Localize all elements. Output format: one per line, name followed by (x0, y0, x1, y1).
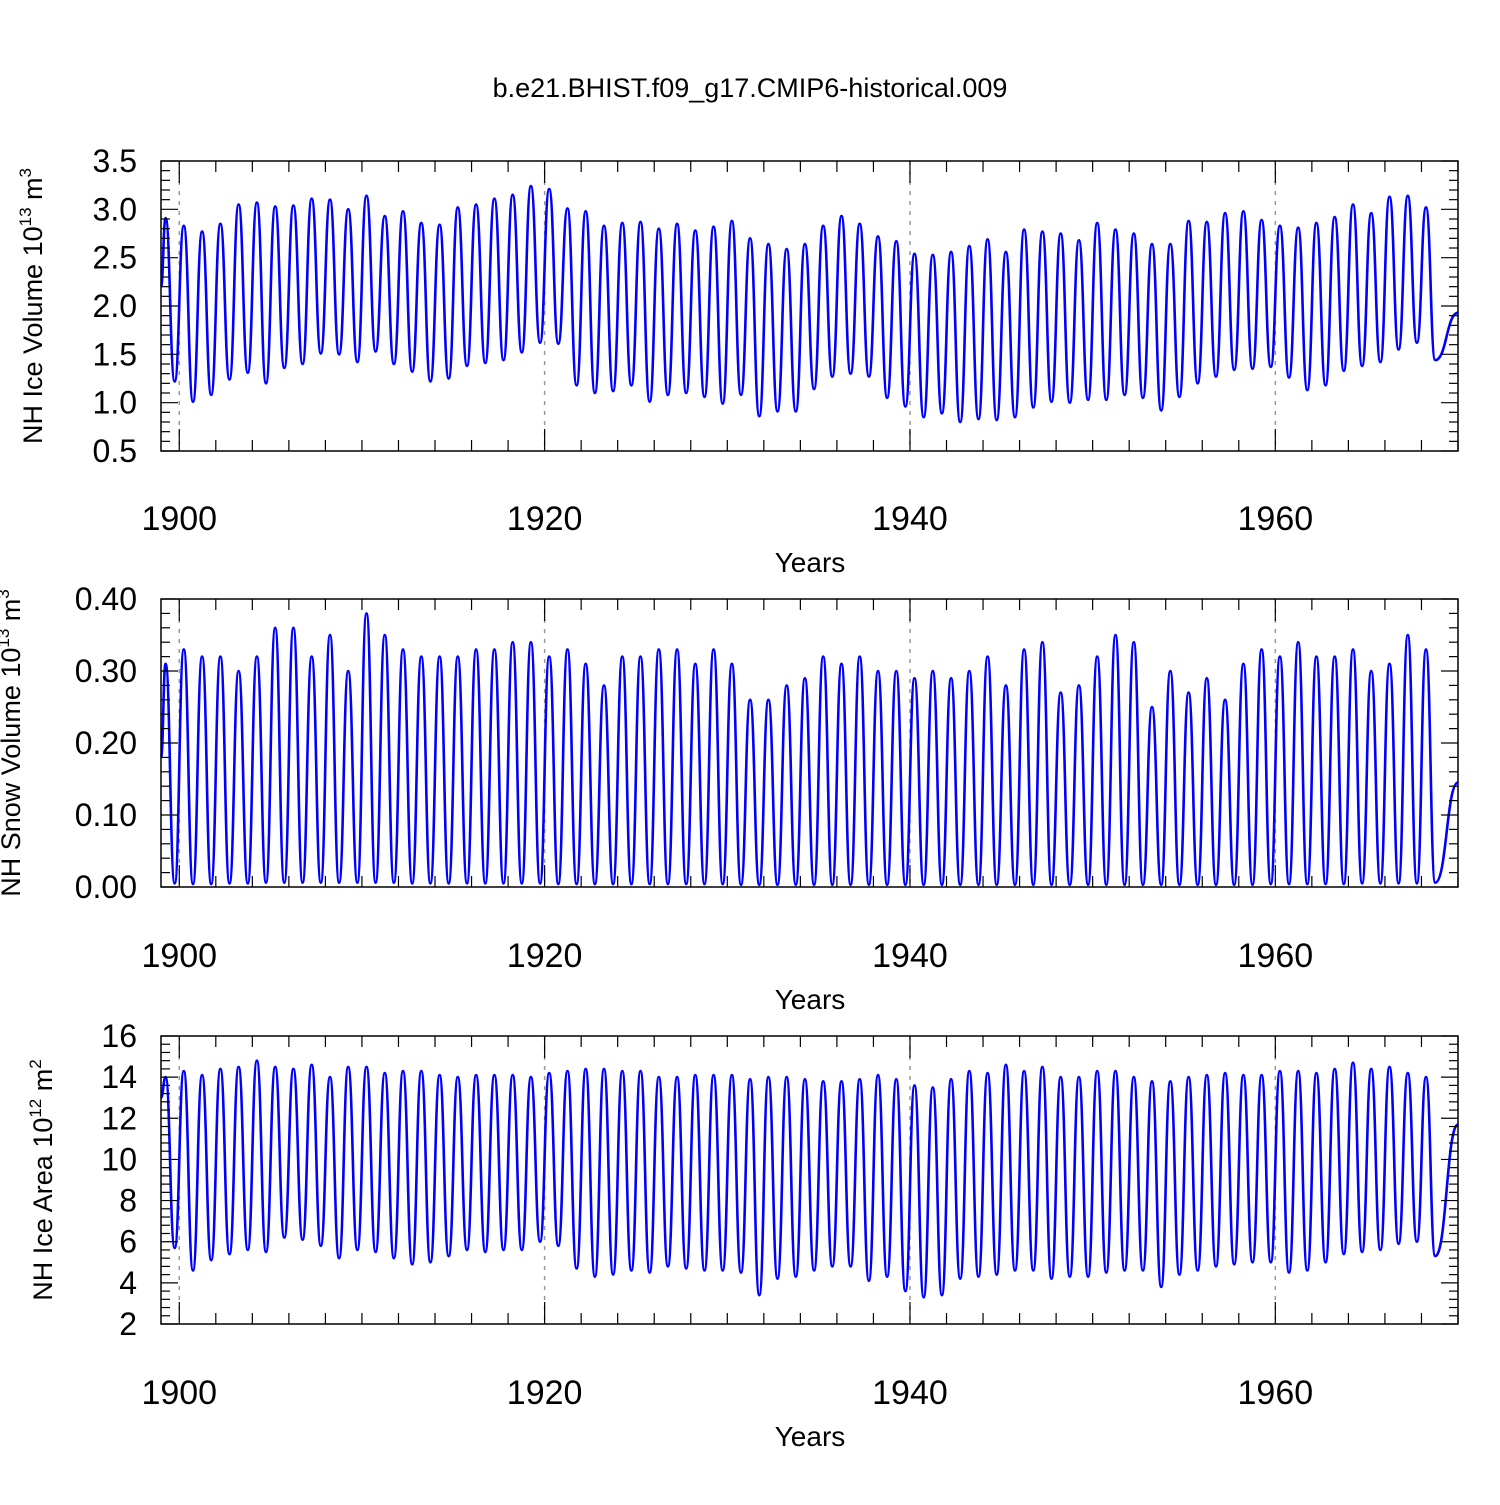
plot-frame (160, 1035, 1459, 1325)
x-tick-label: 1900 (141, 1374, 217, 1412)
x-tick-label: 1960 (1238, 1374, 1314, 1412)
y-tick-label: 0.30 (75, 653, 137, 689)
y-axis-label: NH Ice Area 1012 m2 (26, 1059, 58, 1300)
y-tick-label: 0.20 (75, 725, 137, 761)
series-line (159, 184, 1459, 424)
panel-3: 2 4 6 8 10 12 14 16 1900 1920 1940 1960 Years NH Ice … (26, 1018, 1460, 1452)
x-axis-label: Years (775, 547, 846, 578)
y-tick-label: 0.40 (75, 581, 137, 617)
x-tick-label: 1940 (872, 500, 948, 538)
x-tick-label: 1920 (507, 937, 583, 975)
x-axis-label: Years (775, 984, 846, 1015)
y-tick-label: 8 (119, 1183, 137, 1219)
y-tick-label: 0.00 (75, 869, 137, 905)
x-tick-label: 1900 (141, 500, 217, 538)
y-tick-label: 1.0 (93, 385, 137, 421)
panel-1: 0.5 1.0 1.5 2.0 2.5 3.0 3.5 1900 1920 1940 1960 Yea… (16, 143, 1459, 578)
y-tick-label: 16 (101, 1018, 137, 1054)
y-tick-label: 2.5 (93, 240, 137, 276)
x-tick-label: 1960 (1238, 937, 1314, 975)
y-tick-label: 1.5 (93, 336, 137, 372)
y-tick-label: 10 (101, 1141, 137, 1177)
x-tick-label: 1920 (507, 500, 583, 538)
x-tick-label: 1940 (872, 1374, 948, 1412)
y-tick-label: 2 (119, 1306, 137, 1342)
y-tick-label: 14 (101, 1059, 137, 1095)
y-tick-label: 0.5 (93, 433, 137, 469)
y-tick-label: 4 (119, 1265, 137, 1301)
series-line (159, 1059, 1460, 1299)
chart-title: b.e21.BHIST.f09_g17.CMIP6-historical.009 (493, 73, 1008, 103)
series-line (159, 612, 1459, 887)
x-tick-label: 1960 (1238, 500, 1314, 538)
y-tick-label: 3.0 (93, 191, 137, 227)
x-tick-label: 1920 (507, 1374, 583, 1412)
panel-2: 0.00 0.10 0.20 0.30 0.40 1900 1920 1940 1960 Year… (0, 581, 1459, 1015)
y-tick-label: 0.10 (75, 797, 137, 833)
y-axis-label: NH Ice Volume 1013 m3 (16, 168, 48, 444)
x-tick-label: 1940 (872, 937, 948, 975)
y-axis-label: NH Snow Volume 1013 m3 (0, 589, 26, 897)
y-tick-label: 2.0 (93, 288, 137, 324)
x-tick-label: 1900 (141, 937, 217, 975)
x-axis-label: Years (775, 1421, 846, 1452)
y-tick-label: 6 (119, 1224, 137, 1260)
y-tick-label: 12 (101, 1100, 137, 1136)
y-tick-label: 3.5 (93, 143, 137, 179)
